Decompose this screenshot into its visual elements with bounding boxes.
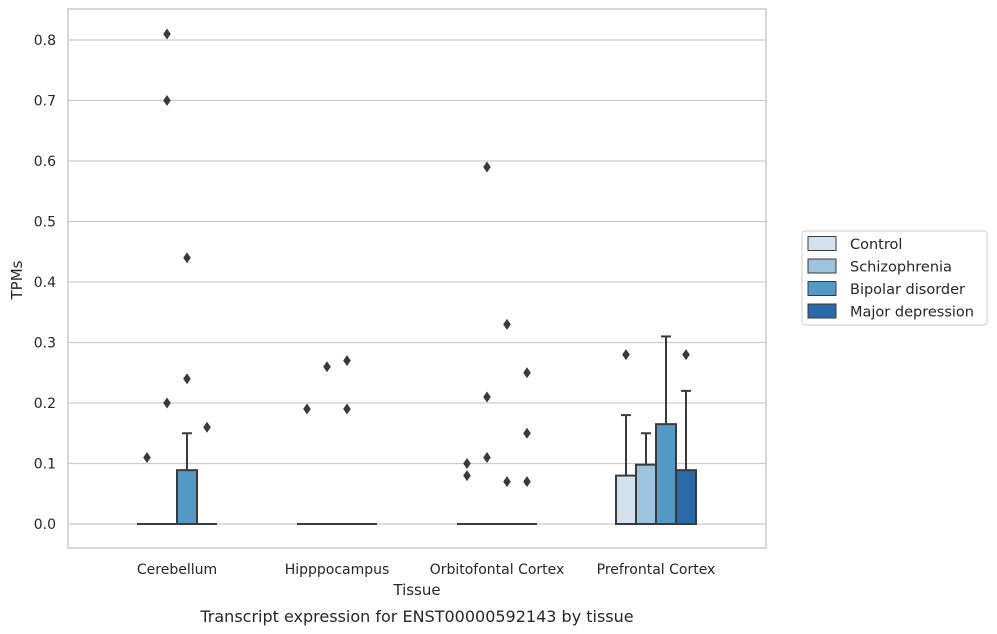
legend-item: Schizophrenia: [807, 258, 952, 276]
box-prefrontal-cortex: [635, 432, 657, 525]
chart-caption: Transcript expression for ENST0000059214…: [199, 607, 633, 626]
box-prefrontal-cortex: [675, 349, 697, 525]
x-axis-label: Tissue: [392, 581, 440, 599]
y-tick-label: 0.2: [34, 396, 56, 412]
outlier-point: [143, 451, 151, 463]
box-orbitofontal-cortex: [497, 318, 517, 525]
x-tick-label: Hipppocampus: [285, 562, 390, 578]
box-hipppocampus: [297, 403, 317, 525]
y-tick-label: 0.3: [34, 336, 56, 352]
outlier-point: [622, 349, 630, 361]
box-body: [675, 469, 697, 525]
x-axis-ticks: Cerebellum Hipppocampus Orbitofontal Corte…: [137, 562, 715, 578]
x-tick-label: Cerebellum: [137, 562, 217, 578]
box-cerebellum: [197, 421, 217, 525]
y-axis-label: TPMs: [8, 260, 26, 300]
outlier-point: [483, 391, 491, 403]
outlier-point: [163, 95, 171, 106]
outlier-point: [183, 252, 191, 264]
outlier-point: [163, 397, 171, 409]
legend-frame: [801, 230, 988, 326]
outlier-point: [323, 361, 331, 373]
y-tick-label: 0.7: [34, 94, 56, 110]
box-body: [635, 463, 657, 525]
series-bipolar-disorder: [176, 252, 677, 525]
legend-swatch: [807, 258, 837, 274]
legend-label: Control: [850, 237, 902, 253]
outlier-point: [183, 373, 191, 385]
box-hipppocampus: [317, 361, 337, 525]
y-tick-label: 0.4: [34, 275, 56, 291]
legend-item: Major depression: [807, 303, 974, 321]
outlier-point: [163, 28, 171, 40]
outlier-point: [463, 458, 471, 469]
y-tick-label: 0.1: [34, 457, 56, 473]
box-orbitofontal-cortex: [457, 458, 477, 525]
x-tick-label: Prefrontal Cortex: [597, 562, 716, 578]
box-body: [655, 423, 677, 525]
box-cerebellum: [176, 252, 198, 525]
y-tick-label: 0.8: [34, 33, 56, 49]
outlier-point: [343, 403, 351, 415]
outlier-point: [523, 427, 531, 439]
box-hipppocampus: [337, 355, 357, 525]
outlier-point: [503, 318, 511, 330]
legend-swatch: [807, 303, 837, 319]
outlier-point: [523, 476, 531, 488]
outlier-point: [483, 161, 491, 173]
box-cerebellum: [137, 451, 157, 525]
box-orbitofontal-cortex: [477, 161, 497, 525]
y-axis-ticks: 0.0 0.1 0.2 0.3 0.4 0.5 0.6 0.7 0.8: [34, 33, 56, 533]
box-body: [615, 474, 637, 526]
outlier-point: [523, 367, 531, 379]
series-control: [137, 349, 637, 526]
outlier-point: [343, 355, 351, 367]
outlier-point: [303, 403, 311, 415]
plot-area-frame: [67, 8, 767, 549]
legend-label: Bipolar disorder: [850, 282, 965, 298]
box-body: [176, 469, 198, 525]
box-prefrontal-cortex: [655, 335, 677, 525]
box-cerebellum: [157, 28, 177, 525]
legend-item: Control: [807, 236, 902, 253]
outlier-point: [463, 470, 471, 482]
legend-label: Major depression: [850, 305, 974, 321]
outlier-point: [203, 421, 211, 433]
y-tick-label: 0.6: [34, 154, 56, 170]
legend-swatch: [807, 236, 837, 251]
series-major-depression: [197, 349, 697, 525]
legend: Control Schizophrenia Bipolar disorder Majo…: [801, 230, 988, 326]
outlier-point: [503, 476, 511, 488]
x-tick-label: Orbitofontal Cortex: [430, 562, 565, 578]
box-series: [137, 28, 697, 526]
box-prefrontal-cortex: [615, 349, 637, 526]
y-tick-label: 0.0: [34, 517, 56, 533]
grid-lines: [68, 39, 766, 525]
legend-item: Bipolar disorder: [807, 281, 965, 298]
y-tick-label: 0.5: [34, 215, 56, 231]
box-orbitofontal-cortex: [517, 367, 537, 525]
legend-swatch: [807, 281, 837, 296]
outlier-point: [483, 451, 491, 463]
legend-label: Schizophrenia: [850, 260, 952, 276]
series-schizophrenia: [157, 28, 657, 525]
outlier-point: [682, 349, 690, 361]
